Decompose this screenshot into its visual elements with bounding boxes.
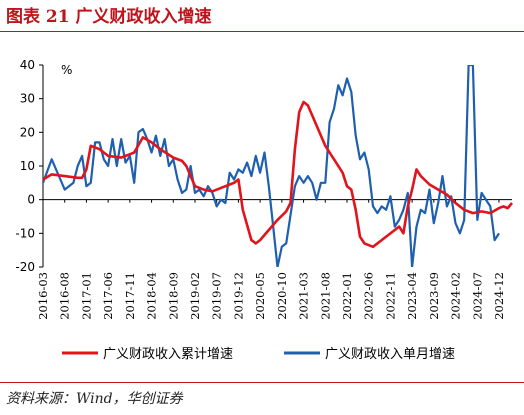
y-tick-label: 20	[20, 125, 35, 139]
x-tick-label: 2019-02	[188, 272, 202, 320]
x-tick-label: 2017-01	[79, 272, 93, 320]
y-axis: -20 -10 0 10 20 30 40	[15, 58, 44, 274]
source-note: 资料来源：Wind，华创证券	[6, 391, 183, 407]
x-tick-label: 2016-03	[36, 272, 50, 320]
x-tick-label: 2022-11	[383, 272, 397, 320]
y-tick-label: -20	[15, 260, 35, 274]
y-tick-label: 30	[20, 92, 35, 106]
source-rule	[0, 382, 524, 383]
legend-label: 广义财政收入累计增速	[103, 347, 233, 362]
x-tick-label: 2024-07	[470, 272, 484, 320]
y-tick-label: 0	[27, 193, 35, 207]
x-tick-label: 2024-02	[449, 272, 463, 320]
x-tick-label: 2018-04	[145, 272, 159, 320]
x-tick-label: 2023-04	[405, 272, 419, 320]
y-axis-unit: %	[61, 63, 72, 77]
legend: 广义财政收入累计增速 广义财政收入单月增速	[62, 347, 455, 362]
y-tick-label: 40	[20, 58, 35, 72]
title-rule	[0, 31, 524, 32]
x-tick-label: 2019-07	[210, 272, 224, 320]
x-tick-label: 2022-06	[362, 272, 376, 320]
x-tick-label: 2021-08	[318, 272, 332, 320]
x-axis: 2016-03 2016-08 2017-01 2017-06 2017-11 2018-…	[36, 199, 512, 320]
y-tick-label: -10	[15, 226, 35, 240]
x-tick-label: 2017-06	[101, 272, 115, 320]
x-tick-label: 2024-12	[492, 272, 506, 320]
x-tick-label: 2017-11	[123, 272, 137, 320]
series-line-cumulative	[43, 100, 513, 249]
x-tick-label: 2018-09	[166, 272, 180, 320]
x-tick-label: 2020-10	[275, 272, 289, 320]
series-layer	[43, 65, 513, 267]
x-tick-label: 2019-12	[231, 272, 245, 320]
x-tick-label: 2023-09	[427, 272, 441, 320]
x-tick-label: 2020-05	[253, 272, 267, 320]
x-tick-label: 2016-08	[58, 272, 72, 320]
figure-title: 图表 21 广义财政收入增速	[6, 7, 212, 27]
legend-label: 广义财政收入单月增速	[325, 347, 455, 362]
series-line-monthly	[43, 65, 500, 267]
x-tick-label: 2022-01	[340, 272, 354, 320]
x-tick-label: 2021-03	[297, 272, 311, 320]
y-tick-label: 10	[20, 159, 35, 173]
